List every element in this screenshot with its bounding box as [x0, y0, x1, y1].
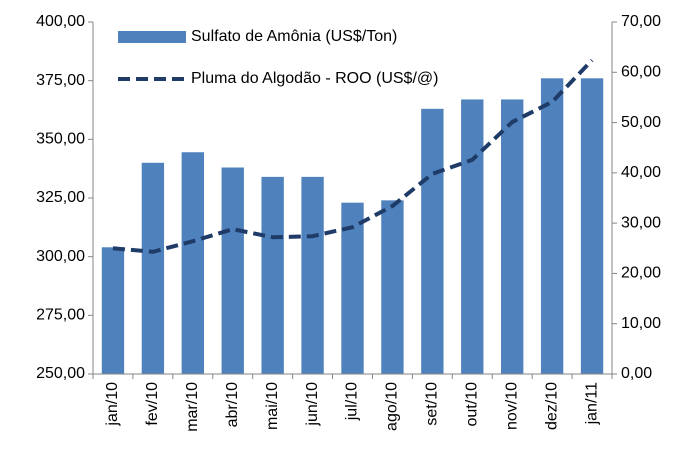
- y2-tick-label: 30,00: [621, 214, 661, 231]
- x-tick-label: nov/10: [503, 382, 520, 430]
- bar: [381, 200, 404, 374]
- x-tick-label: fev/10: [144, 382, 161, 426]
- bar: [540, 78, 564, 374]
- x-tick-label: set/10: [424, 382, 441, 426]
- y-tick-label: 300,00: [36, 248, 85, 265]
- y2-tick-label: 50,00: [621, 114, 661, 131]
- x-tick-label: ago/10: [384, 382, 401, 431]
- x-tick-label: out/10: [463, 382, 480, 427]
- y2-tick-label: 20,00: [621, 265, 661, 282]
- x-tick-label: mar/10: [184, 382, 201, 432]
- x-tick-label: abr/10: [224, 382, 241, 427]
- legend-label: Pluma do Algodão - ROO (US$/@): [191, 70, 438, 87]
- y-tick-label: 400,00: [36, 13, 85, 30]
- bar: [101, 247, 125, 374]
- bar: [580, 78, 604, 374]
- y2-tick-label: 0,00: [621, 365, 652, 382]
- bar: [181, 152, 204, 374]
- legend-label: Sulfato de Amônia (US$/Ton): [191, 28, 397, 45]
- x-tick-label: jan/10: [104, 382, 121, 427]
- legend-swatch: [118, 31, 186, 43]
- x-tick-label: dez/10: [543, 382, 560, 430]
- x-tick-label: jun/10: [304, 382, 321, 427]
- x-tick-label: jul/10: [344, 382, 361, 421]
- y2-tick-label: 60,00: [621, 64, 661, 81]
- y-tick-label: 350,00: [36, 131, 85, 148]
- y-tick-label: 275,00: [36, 307, 85, 324]
- line: [112, 58, 594, 254]
- x-tick-label: jan/11: [583, 382, 600, 426]
- bar: [501, 99, 524, 374]
- bar: [341, 202, 364, 374]
- bar: [461, 99, 484, 374]
- bar: [221, 167, 244, 374]
- bar: [301, 176, 324, 374]
- bar: [421, 108, 444, 375]
- y2-tick-label: 40,00: [621, 164, 661, 181]
- y2-tick-label: 10,00: [621, 315, 661, 332]
- y2-tick-label: 70,00: [621, 13, 661, 30]
- x-tick-label: mai/10: [264, 382, 281, 430]
- y-tick-label: 325,00: [36, 189, 85, 206]
- bar: [141, 162, 165, 374]
- y-tick-label: 375,00: [36, 72, 85, 89]
- bar: [261, 176, 284, 374]
- y-tick-label: 250,00: [36, 365, 85, 382]
